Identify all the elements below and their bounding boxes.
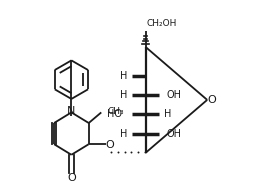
Text: N: N: [67, 106, 76, 116]
Text: O: O: [67, 173, 76, 183]
Text: H: H: [120, 71, 127, 81]
Text: O: O: [105, 140, 114, 150]
Text: O: O: [207, 95, 216, 105]
Text: HO: HO: [107, 109, 122, 119]
Text: CH₃: CH₃: [107, 107, 124, 116]
Text: H: H: [120, 90, 127, 100]
Text: CH₂OH: CH₂OH: [147, 19, 177, 28]
Text: H: H: [164, 109, 171, 119]
Text: OH: OH: [167, 129, 182, 139]
Text: H: H: [120, 129, 127, 139]
Text: OH: OH: [167, 90, 182, 100]
